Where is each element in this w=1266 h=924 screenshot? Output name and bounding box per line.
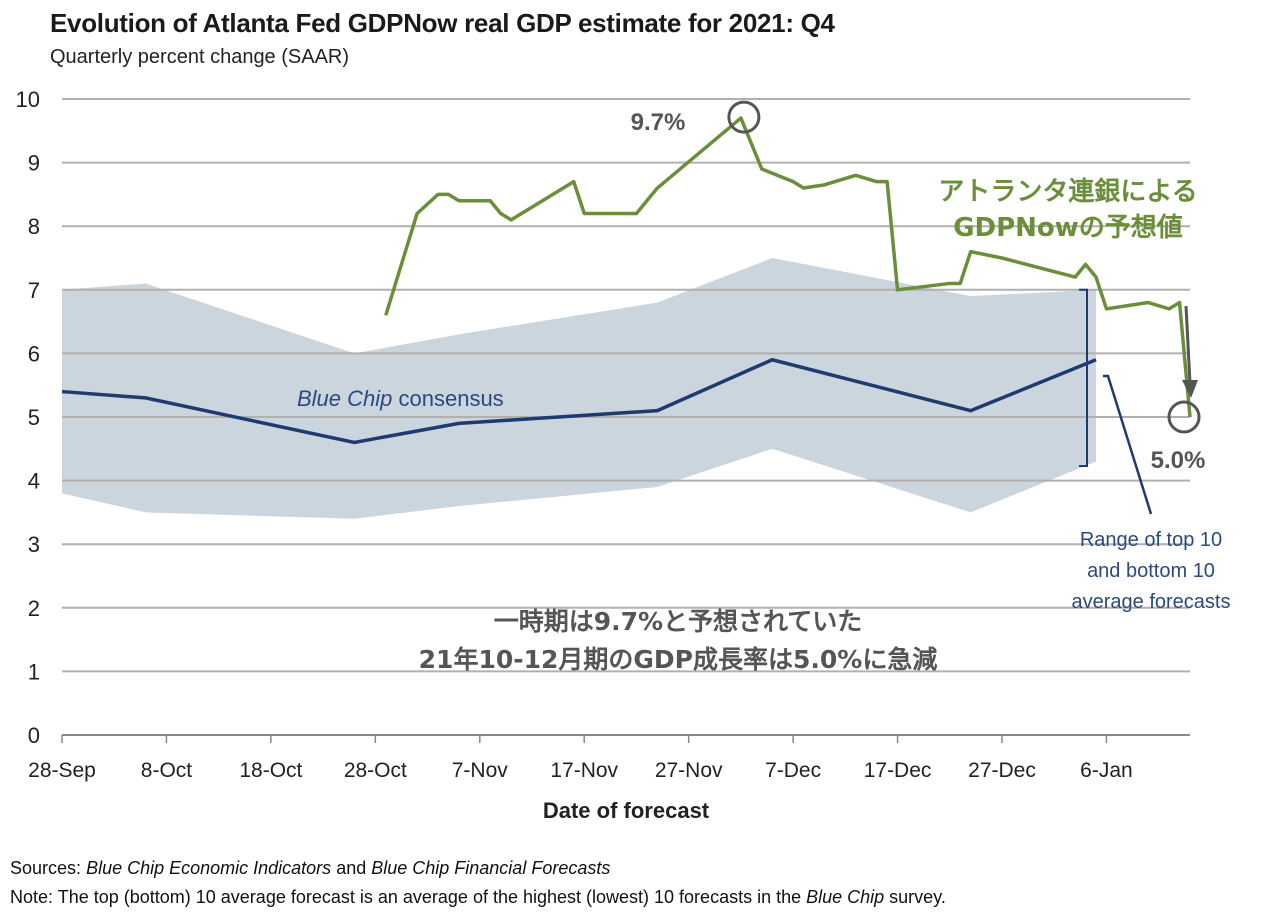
- note-text2: survey.: [884, 887, 946, 907]
- sources-part1: Blue Chip Economic Indicators: [86, 858, 332, 878]
- note-line: Note: The top (bottom) 10 average foreca…: [10, 887, 946, 908]
- consensus-label-italic: Blue Chip: [297, 386, 392, 411]
- y-tick-label-8: 8: [28, 214, 40, 239]
- peak-circle: [727, 100, 761, 134]
- chart-subtitle: Quarterly percent change (SAAR): [50, 46, 350, 68]
- chart-note-line2: 21年10-12月期のGDP成長率は5.0%に急減: [419, 645, 938, 674]
- sources-line: Sources: Blue Chip Economic Indicators a…: [10, 858, 610, 879]
- y-tick-label-5: 5: [28, 405, 40, 430]
- sources-and: and: [331, 858, 372, 878]
- note-label: Note:: [10, 887, 54, 907]
- y-tick-label-4: 4: [28, 469, 40, 494]
- chart-title: Evolution of Atlanta Fed GDPNow real GDP…: [50, 8, 835, 38]
- y-tick-label-2: 2: [28, 596, 40, 621]
- gdpnow-label-line2: GDPNowの予想値: [953, 213, 1183, 243]
- y-tick-label-7: 7: [28, 278, 40, 303]
- x-tick-label-9: 27-Dec: [968, 759, 1036, 782]
- range-band: [62, 258, 1096, 519]
- x-axis-label: Date of forecast: [543, 798, 710, 823]
- note-text1: The top (bottom) 10 average forecast is …: [53, 887, 807, 907]
- gdpnow-line: [384, 116, 1192, 418]
- x-tick-label-6: 27-Nov: [655, 759, 723, 782]
- y-tick-label-6: 6: [28, 341, 40, 366]
- y-tick-label-9: 9: [28, 151, 40, 176]
- range-label-line3: average forecasts: [1072, 591, 1231, 613]
- y-tick-label-3: 3: [28, 532, 40, 557]
- last-label: 5.0%: [1151, 447, 1206, 474]
- x-tick-label-8: 17-Dec: [864, 759, 932, 782]
- range-label-line2: and bottom 10: [1087, 560, 1215, 582]
- peak-label: 9.7%: [631, 109, 686, 136]
- note-italic: Blue Chip: [806, 887, 885, 907]
- y-tick-label-1: 1: [28, 659, 40, 684]
- y-tick-label-0: 0: [28, 723, 40, 748]
- x-tick-label-7: 7-Dec: [765, 759, 821, 782]
- x-tick-label-2: 18-Oct: [239, 759, 302, 782]
- chart-note-line1: 一時期は9.7%と予想されていた: [494, 607, 863, 636]
- y-tick-label-10: 10: [16, 87, 40, 112]
- consensus-label: Blue Chip consensus: [297, 386, 504, 411]
- x-tick-label-5: 17-Nov: [550, 759, 618, 782]
- drop-arrow-head: [1182, 380, 1198, 398]
- consensus-label-rest: consensus: [392, 386, 503, 411]
- gdpnow-label-line1: アトランタ連銀による: [938, 177, 1197, 207]
- x-tick-label-3: 28-Oct: [344, 759, 407, 782]
- consensus-line: [61, 357, 1097, 445]
- last-circle: [1167, 400, 1201, 434]
- range-bracket: [1079, 288, 1088, 467]
- sources-label: Sources:: [10, 858, 82, 878]
- x-tick-label-4: 7-Nov: [452, 759, 509, 782]
- drop-arrow-line: [1184, 305, 1192, 384]
- x-tick-label-0: 28-Sep: [28, 759, 96, 782]
- x-tick-label-10: 6-Jan: [1080, 759, 1133, 782]
- sources-part2: Blue Chip Financial Forecasts: [371, 858, 611, 878]
- range-label-line1: Range of top 10: [1080, 529, 1222, 551]
- range-leader-line: [1103, 374, 1153, 515]
- x-tick-label-1: 8-Oct: [141, 759, 193, 782]
